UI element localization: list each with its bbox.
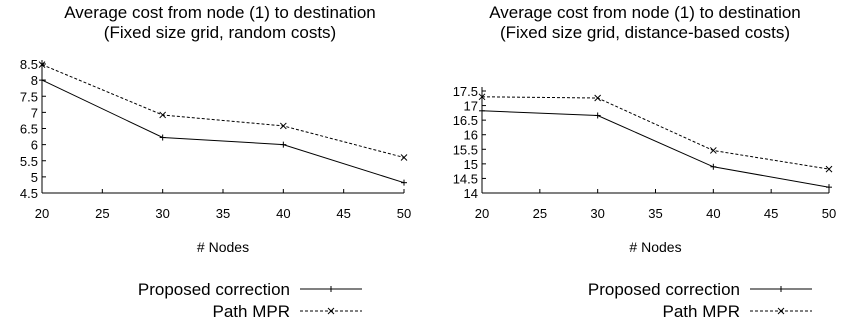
x-axis-label: # Nodes [197, 239, 249, 255]
x-tick-label: 40 [706, 206, 720, 221]
series-line-2 [41, 64, 405, 158]
x-tick-label: 30 [155, 206, 169, 221]
y-tick-label: 17.5 [453, 84, 478, 99]
series-line-1 [41, 79, 405, 184]
chart-title: Average cost from node (1) to destinatio… [64, 3, 376, 22]
x-tick-label: 20 [475, 206, 489, 221]
data-point-s2-4-d2 [400, 154, 408, 161]
x-tick-label: 35 [648, 206, 662, 221]
y-tick-label: 4.5 [20, 186, 38, 201]
y-tick-label: 5.5 [20, 154, 38, 169]
series-line-2 [481, 96, 830, 170]
x-tick-label: 50 [822, 206, 836, 221]
x-tick-label: 50 [397, 206, 411, 221]
chart-2: Average cost from node (1) to destinatio… [453, 3, 837, 321]
y-tick-label: 7 [31, 105, 38, 120]
legend-label: Proposed correction [138, 280, 290, 299]
chart-subtitle: (Fixed size grid, distance-based costs) [500, 23, 790, 42]
x-tick-label: 25 [95, 206, 109, 221]
legend-label: Path MPR [213, 302, 290, 321]
x-tick-label: 30 [590, 206, 604, 221]
y-tick-label: 15.5 [453, 142, 478, 157]
data-point-s2-3-d2 [709, 147, 717, 154]
x-tick-label: 45 [764, 206, 778, 221]
chart-1: Average cost from node (1) to destinatio… [20, 3, 411, 321]
y-tick-label: 7.5 [20, 89, 38, 104]
legend-label: Proposed correction [588, 280, 740, 299]
y-tick-label: 14.5 [453, 171, 478, 186]
y-tick-label: 17 [464, 99, 478, 114]
y-tick-label: 6.5 [20, 122, 38, 137]
x-tick-label: 40 [276, 206, 290, 221]
y-tick-label: 6 [31, 138, 38, 153]
y-tick-label: 15 [464, 157, 478, 172]
x-axis-label: # Nodes [629, 239, 681, 255]
data-point-s2-2-d2 [594, 94, 602, 102]
y-tick-label: 16 [464, 128, 478, 143]
y-tick-label: 8 [31, 73, 38, 88]
y-tick-label: 16.5 [453, 113, 478, 128]
y-tick-label: 8.5 [20, 57, 38, 72]
y-tick-label: 14 [464, 186, 478, 201]
data-point-s2-4-d2 [825, 165, 833, 173]
chart-title: Average cost from node (1) to destinatio… [489, 3, 801, 22]
data-point-s2-2-d2 [159, 111, 167, 119]
x-tick-label: 20 [35, 206, 49, 221]
legend-marker-d2 [777, 307, 785, 315]
x-tick-label: 45 [336, 206, 350, 221]
data-point-s2-1-d2 [38, 61, 46, 68]
x-tick-label: 35 [216, 206, 230, 221]
data-point-s2-1-d2 [478, 93, 486, 101]
y-tick-label: 5 [31, 170, 38, 185]
series-line-1 [481, 110, 830, 188]
legend-label: Path MPR [663, 302, 740, 321]
x-tick-label: 25 [533, 206, 547, 221]
chart-subtitle: (Fixed size grid, random costs) [104, 23, 336, 42]
data-point-s2-3-d2 [279, 122, 287, 130]
legend-marker-d2 [327, 307, 335, 315]
